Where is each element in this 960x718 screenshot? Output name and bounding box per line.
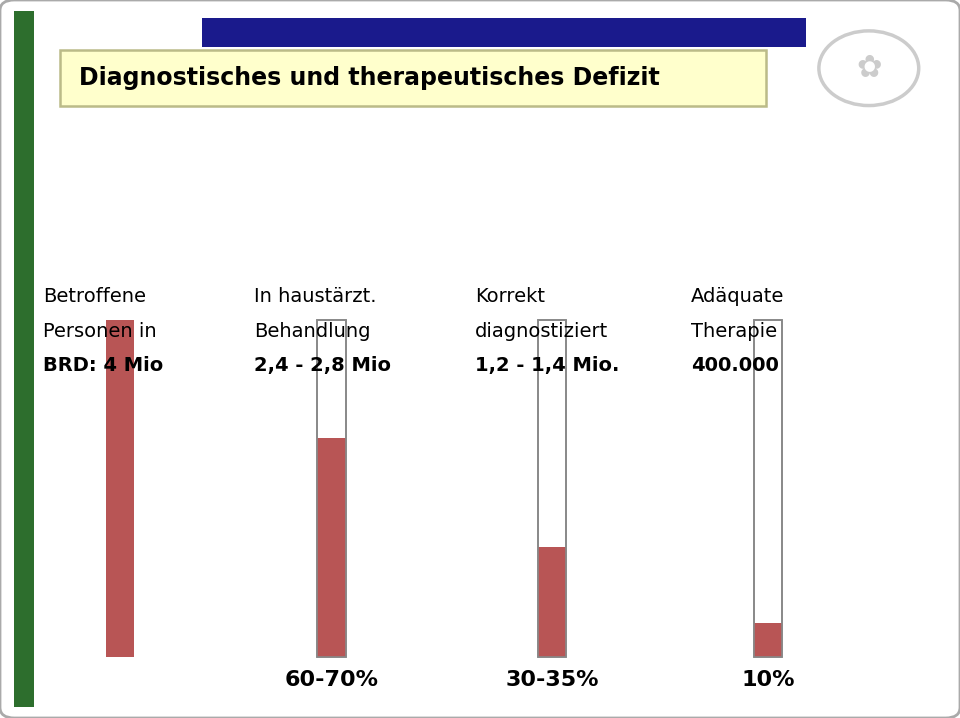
Text: Behandlung: Behandlung (254, 322, 371, 340)
Bar (754, 623, 782, 657)
Bar (317, 320, 346, 657)
Text: Betroffene: Betroffene (43, 287, 146, 306)
Text: Therapie: Therapie (691, 322, 778, 340)
Text: diagnostiziert: diagnostiziert (475, 322, 609, 340)
Text: 2,4 - 2,8 Mio: 2,4 - 2,8 Mio (254, 356, 392, 375)
Text: 400.000: 400.000 (691, 356, 780, 375)
Bar (754, 320, 782, 657)
Text: Diagnostisches und therapeutisches Defizit: Diagnostisches und therapeutisches Defiz… (79, 65, 660, 90)
Text: In haustärzt.: In haustärzt. (254, 287, 377, 306)
Text: 1,2 - 1,4 Mio.: 1,2 - 1,4 Mio. (475, 356, 619, 375)
Text: 60-70%: 60-70% (284, 670, 378, 690)
Bar (538, 320, 566, 657)
Bar (317, 320, 346, 657)
Bar (14, 11, 34, 707)
Bar (538, 320, 566, 657)
Bar (317, 437, 346, 657)
Bar (754, 320, 782, 657)
Bar (538, 547, 566, 657)
Text: 30-35%: 30-35% (505, 670, 599, 690)
Text: BRD: 4 Mio: BRD: 4 Mio (43, 356, 163, 375)
Text: Korrekt: Korrekt (475, 287, 545, 306)
Text: ✿: ✿ (856, 54, 881, 83)
Text: Personen in: Personen in (43, 322, 156, 340)
FancyBboxPatch shape (60, 50, 766, 106)
Circle shape (819, 31, 919, 106)
Bar (106, 320, 134, 657)
Bar (202, 18, 806, 47)
Text: Adäquate: Adäquate (691, 287, 784, 306)
Text: 10%: 10% (741, 670, 795, 690)
